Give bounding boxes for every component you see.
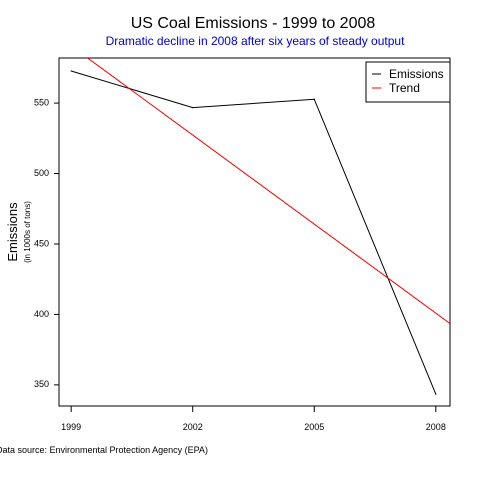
series-line-trend xyxy=(86,58,450,324)
data-point-emissions-1999 xyxy=(70,70,72,72)
series-line-emissions xyxy=(71,70,437,395)
chart-subtitle: Dramatic decline in 2008 after six years… xyxy=(106,34,405,48)
y-tick-label-500: 500 xyxy=(34,168,49,178)
y-tick-label-550: 550 xyxy=(34,97,49,107)
plot-box xyxy=(58,57,451,407)
x-tick-label-2005: 2005 xyxy=(304,422,324,432)
data-point-emissions-2008 xyxy=(435,393,437,395)
x-tick-label-2008: 2008 xyxy=(426,422,446,432)
x-tick-label-2002: 2002 xyxy=(183,422,203,432)
y-axis-label: Emissions xyxy=(5,202,20,262)
y-tick-label-400: 400 xyxy=(34,309,49,319)
legend-box xyxy=(365,61,451,103)
y-axis-sublabel: (in 1000s of tons) xyxy=(23,201,32,263)
y-tick-label-350: 350 xyxy=(34,379,49,389)
data-point-emissions-2005 xyxy=(313,98,315,100)
data-source-note: Data source: Environmental Protection Ag… xyxy=(0,445,208,455)
legend: Emissions Trend xyxy=(365,61,451,103)
legend-label-emissions: Emissions xyxy=(389,67,444,81)
data-point-emissions-2002 xyxy=(192,106,194,109)
y-tick-label-450: 450 xyxy=(34,238,49,248)
x-tick-label-1999: 1999 xyxy=(61,422,81,432)
chart-title: US Coal Emissions - 1999 to 2008 xyxy=(131,15,376,32)
legend-label-trend: Trend xyxy=(389,81,420,95)
